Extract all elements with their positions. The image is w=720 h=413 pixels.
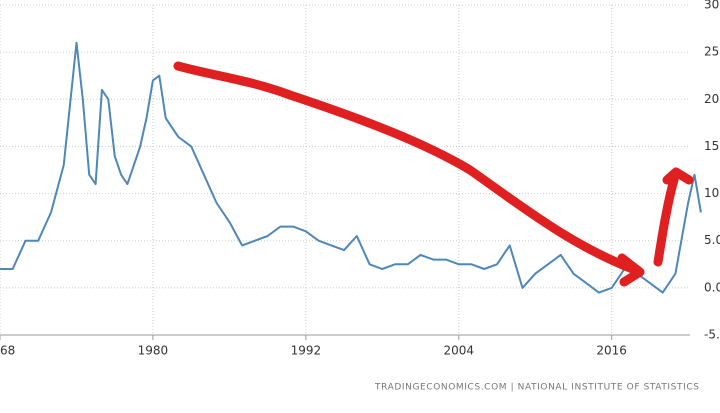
x-tick-label: 2004 [443, 344, 474, 358]
y-tick-label: 15 [704, 139, 719, 153]
y-tick-label: -5.0 [704, 328, 720, 342]
arrow-head [617, 253, 645, 287]
x-tick-label: 1968 [0, 344, 15, 358]
y-tick-label: 10 [704, 186, 719, 200]
series-line [0, 41, 702, 294]
y-tick-label: 0.0 [704, 280, 720, 294]
y-tick-label: 5.0 [704, 233, 720, 247]
plot [0, 41, 702, 294]
arrow-down [173, 61, 640, 275]
grid: 30 25 20 15 10 5.0 0.0 -5.0 1968 1980 1992 2004 2016 [0, 0, 720, 358]
arrow-head [662, 167, 694, 185]
x-tick-label: 1992 [291, 344, 322, 358]
annotation-arrows [173, 61, 694, 287]
y-tick-label: 20 [704, 92, 719, 106]
y-tick-label: 30 [704, 0, 719, 12]
x-tick-label: 1980 [138, 344, 169, 358]
x-tick-label: 2016 [596, 344, 627, 358]
arrow-up [653, 171, 680, 267]
y-tick-label: 25 [704, 45, 719, 59]
source: TRADINGECONOMICS.COM | NATIONAL INSTITUT… [374, 383, 700, 393]
